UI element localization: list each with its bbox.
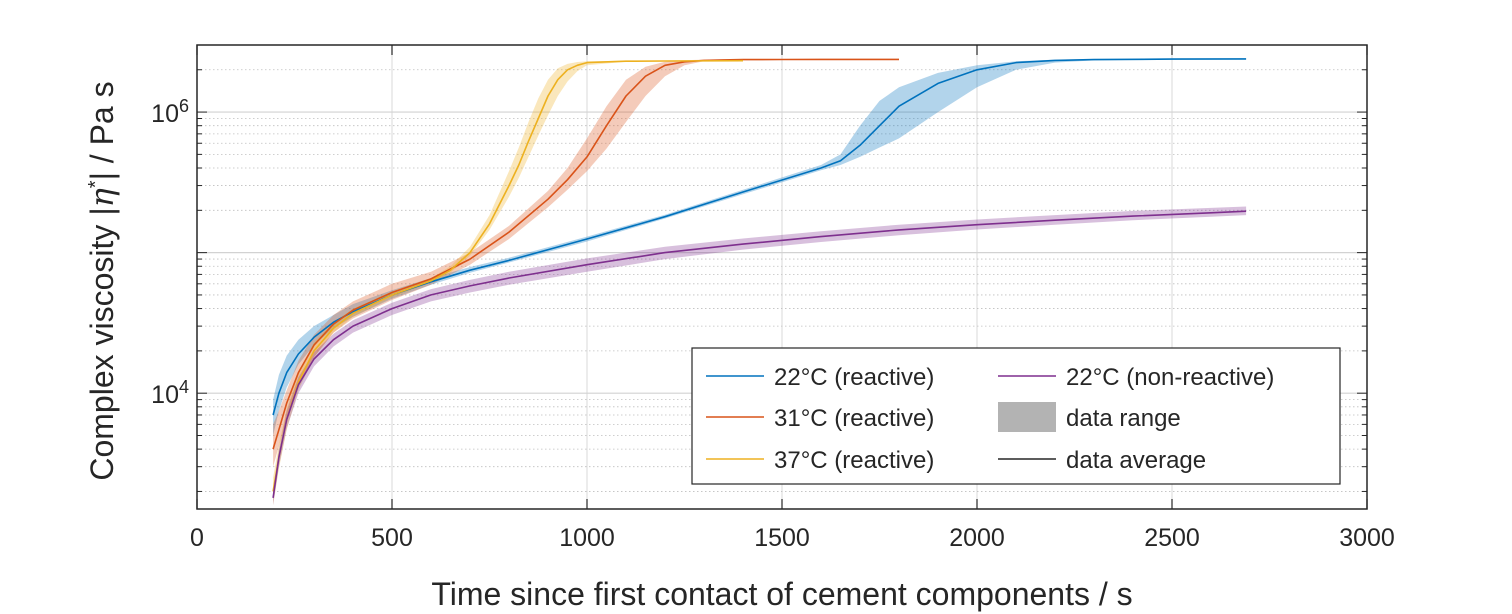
y-tick-label: 104 xyxy=(151,377,189,409)
x-tick-label: 1500 xyxy=(754,524,810,552)
legend-label: data range xyxy=(1066,405,1181,432)
x-tick-label: 1000 xyxy=(559,524,615,552)
y-axis-title-suffix: | / Pa s xyxy=(84,81,120,180)
legend-items: 22°C (reactive) 31°C (reactive) 37°C (reac… xyxy=(706,364,1274,474)
axis-ticks xyxy=(196,44,1368,509)
series-line-1 xyxy=(272,58,1247,416)
series-line-4 xyxy=(272,210,1247,499)
data-range-bands xyxy=(273,58,1247,506)
legend-swatch-patch xyxy=(998,402,1056,432)
x-tick-label: 2000 xyxy=(949,524,1005,552)
x-tick-label: 500 xyxy=(371,524,413,552)
y-axis-title: Complex viscosity |η*| / Pa s xyxy=(83,81,121,480)
series-line-3 xyxy=(272,59,744,492)
x-tick-label: 2500 xyxy=(1144,524,1200,552)
data-range-band-2 xyxy=(273,59,900,467)
data-range-band-4 xyxy=(273,206,1247,506)
y-tick-labels: 104 106 xyxy=(151,96,189,409)
series-line-2 xyxy=(272,58,899,450)
y-tick-label: 106 xyxy=(151,96,189,128)
y-axis-title-prefix: Complex viscosity | xyxy=(84,207,120,480)
x-tick-label: 0 xyxy=(190,524,204,552)
y-axis-title-superscript: * xyxy=(85,180,107,188)
legend-label: 22°C (non-reactive) xyxy=(1066,364,1274,391)
x-axis-title: Time since first contact of cement compo… xyxy=(431,576,1132,612)
legend-label: 31°C (reactive) xyxy=(774,405,934,432)
legend: 22°C (reactive) 31°C (reactive) 37°C (reac… xyxy=(691,347,1341,485)
data-average-lines xyxy=(272,58,1247,499)
legend-label: data average xyxy=(1066,447,1206,474)
x-tick-label: 3000 xyxy=(1339,524,1395,552)
x-tick-labels: 0 500 1000 1500 2000 2500 3000 xyxy=(190,524,1395,552)
legend-label: 37°C (reactive) xyxy=(774,447,934,474)
y-axis-title-symbol: η xyxy=(83,188,121,207)
legend-label: 22°C (reactive) xyxy=(774,364,934,391)
